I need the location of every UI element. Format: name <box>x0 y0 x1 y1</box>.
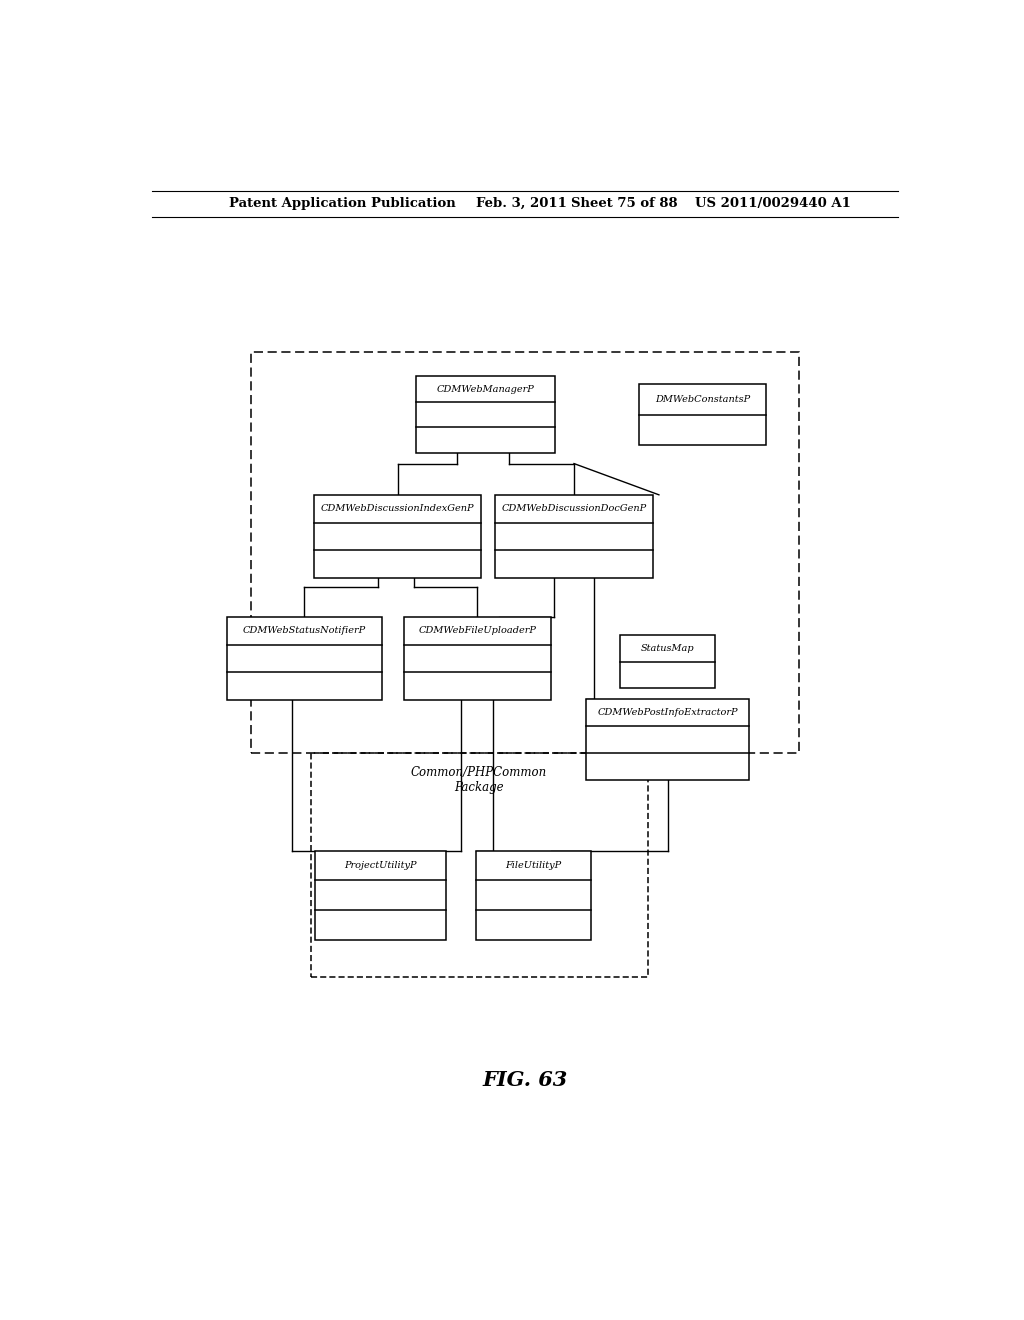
Bar <box>587 700 749 780</box>
Bar <box>621 635 716 688</box>
Bar <box>226 616 382 700</box>
Bar <box>495 495 653 578</box>
Text: CDMWebPostInfoExtractorP: CDMWebPostInfoExtractorP <box>597 708 738 717</box>
Text: CDMWebFileUploaderP: CDMWebFileUploaderP <box>418 626 537 635</box>
Bar <box>310 752 648 977</box>
Text: CDMWebDiscussionDocGenP: CDMWebDiscussionDocGenP <box>502 504 646 513</box>
Bar <box>315 850 445 940</box>
Text: ProjectUtilityP: ProjectUtilityP <box>344 861 417 870</box>
Text: FIG. 63: FIG. 63 <box>482 1071 567 1090</box>
Text: Common/PHPCommon
Package: Common/PHPCommon Package <box>411 766 547 795</box>
Text: StatusMap: StatusMap <box>641 644 694 653</box>
Text: Feb. 3, 2011: Feb. 3, 2011 <box>475 197 566 210</box>
Text: Sheet 75 of 88: Sheet 75 of 88 <box>570 197 678 210</box>
Text: DMWebConstantsP: DMWebConstantsP <box>655 395 751 404</box>
Text: CDMWebStatusNotifierP: CDMWebStatusNotifierP <box>243 626 366 635</box>
Text: Patent Application Publication: Patent Application Publication <box>228 197 456 210</box>
Bar <box>403 616 551 700</box>
Bar <box>416 376 555 453</box>
Bar <box>314 495 481 578</box>
Bar <box>251 351 799 752</box>
Text: FileUtilityP: FileUtilityP <box>506 861 561 870</box>
Text: CDMWebManagerP: CDMWebManagerP <box>436 384 534 393</box>
Bar <box>476 850 591 940</box>
Text: CDMWebDiscussionIndexGenP: CDMWebDiscussionIndexGenP <box>322 504 474 513</box>
Text: US 2011/0029440 A1: US 2011/0029440 A1 <box>694 197 851 210</box>
Bar <box>639 384 766 445</box>
